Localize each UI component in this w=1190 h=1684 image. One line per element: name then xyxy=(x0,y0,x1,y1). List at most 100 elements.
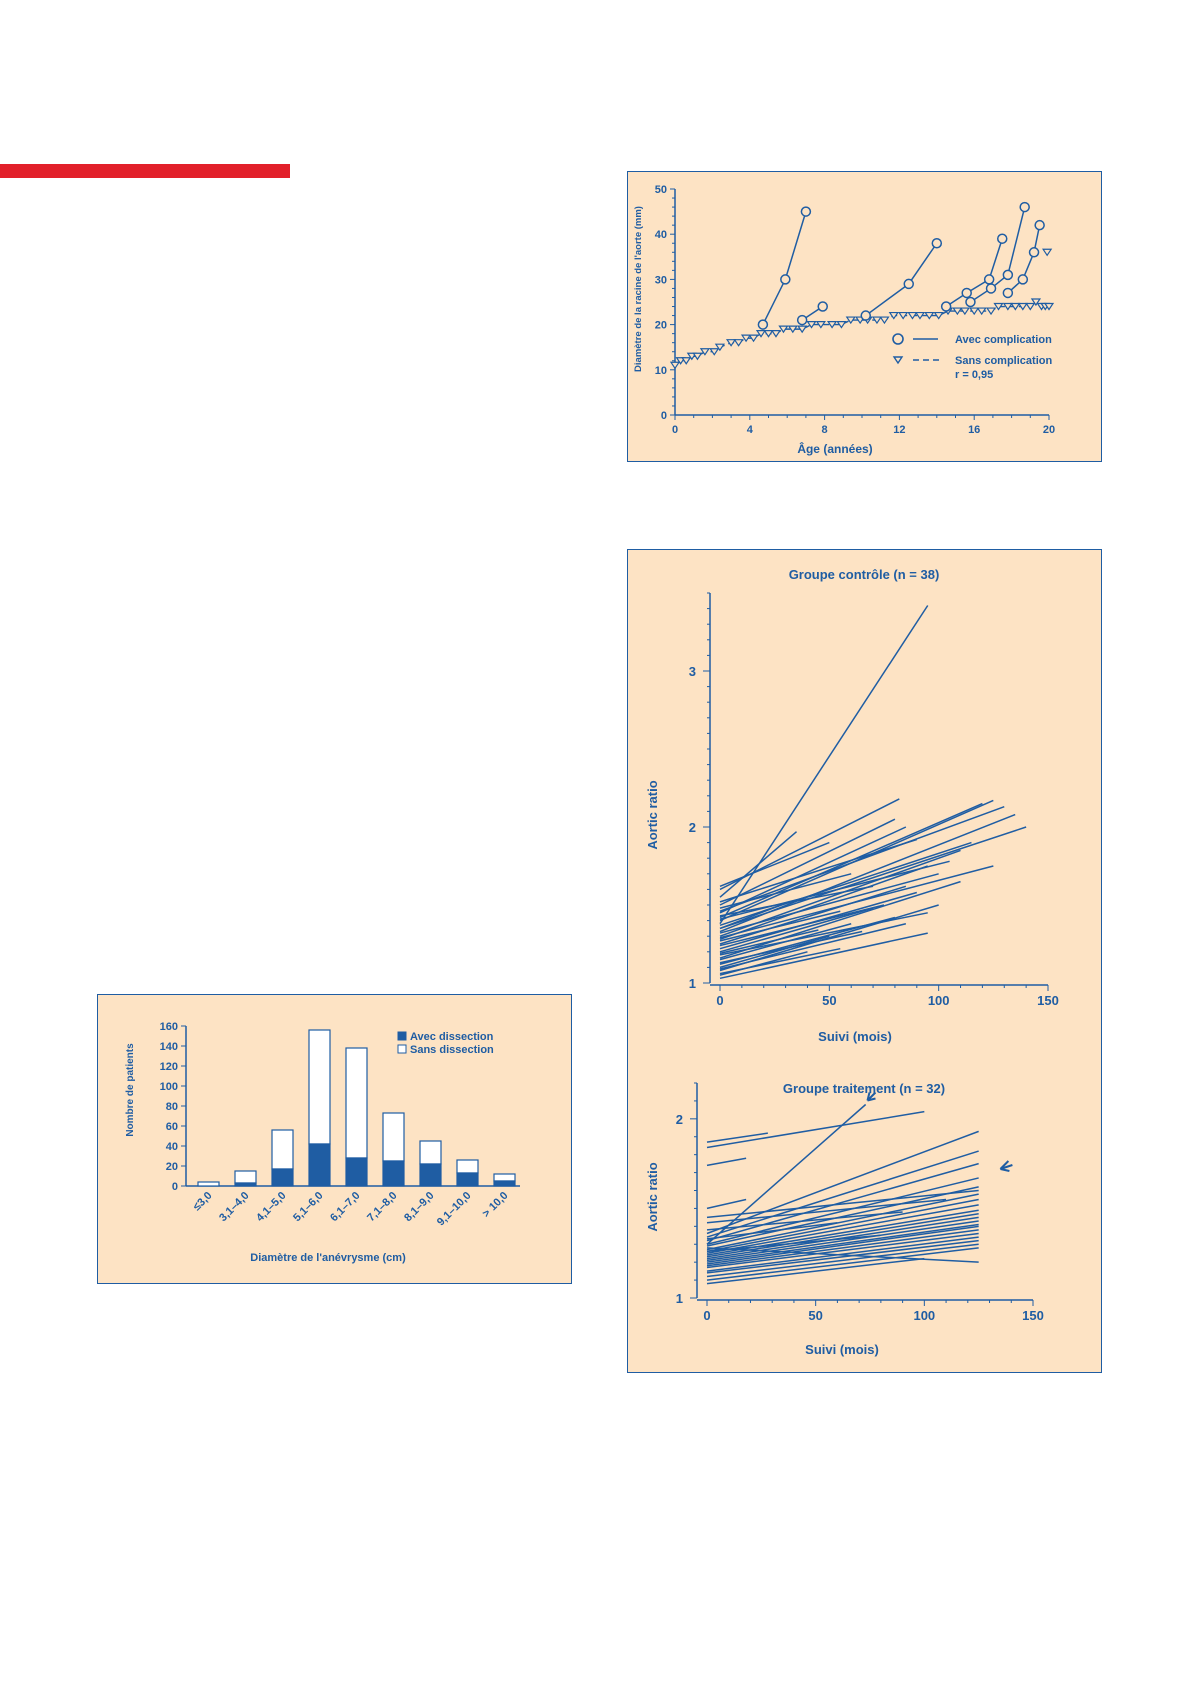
with-complication-point xyxy=(1017,274,1029,285)
age-x-tick-label: 16 xyxy=(968,424,980,436)
treatment-patient-line xyxy=(706,1216,979,1260)
control-patient-line xyxy=(719,838,918,903)
without-complication-point xyxy=(914,311,926,320)
without-complication-point xyxy=(681,357,692,365)
treatment-patient-line xyxy=(706,1234,881,1253)
bar-with-dissection xyxy=(271,1168,294,1187)
treatment-patient-line xyxy=(706,1236,979,1272)
histogram-category-label: 9,1–10,0 xyxy=(435,1190,474,1229)
aneurysm-histogram: 0 20 40 60 80 100 120 140 160 ≤3,0 3,1–4,0 4,1–5,0 5… xyxy=(97,994,572,1284)
with-complication-point xyxy=(997,233,1008,244)
with-complication-line xyxy=(945,238,1003,308)
age-x-tick-label: 12 xyxy=(893,424,905,436)
treatment-patient-line xyxy=(706,1211,903,1231)
control-patient-line xyxy=(719,910,841,942)
without-complication-point xyxy=(725,339,737,347)
control-patient-line xyxy=(719,947,841,975)
with-complication-point xyxy=(931,237,943,249)
control-patient-line xyxy=(719,904,885,947)
age-axes xyxy=(670,188,1050,420)
bar-without-dissection xyxy=(271,1129,294,1170)
control-patient-line xyxy=(719,880,961,959)
treatment-patient-line xyxy=(706,1243,979,1278)
with-complication-point xyxy=(903,278,914,290)
bar-without-dissection xyxy=(197,1181,220,1187)
age-legend: Avec complication Sans complication r = … xyxy=(892,333,1052,381)
with-complication-line xyxy=(970,206,1026,303)
age-diameter-chart: 0 10 20 30 40 50 0 4 8 12 16 20 Âge (années) Diamèt… xyxy=(627,171,1102,462)
control-lines xyxy=(719,605,1027,980)
age-y-tick-label: 30 xyxy=(655,274,667,286)
bar-with-dissection xyxy=(419,1163,442,1187)
without-complication-point xyxy=(797,325,808,334)
histogram-y-tick-label: 140 xyxy=(160,1041,178,1053)
without-complication-point xyxy=(709,348,720,356)
histogram-y-tick-label: 100 xyxy=(160,1081,178,1093)
bar-without-dissection xyxy=(345,1047,368,1159)
without-complication-point xyxy=(969,307,980,316)
bar-without-dissection xyxy=(308,1029,331,1145)
bar-with-dissection xyxy=(234,1182,257,1187)
without-complication-point xyxy=(1010,302,1021,311)
age-x-tick-label: 4 xyxy=(747,424,754,436)
with-complication-point xyxy=(860,310,871,321)
control-patient-line xyxy=(719,873,852,909)
treatment-patient-line xyxy=(706,1232,979,1269)
treatment-arrow-marker xyxy=(866,1091,877,1102)
aneurysm-histogram-svg: 0 20 40 60 80 100 120 140 160 ≤3,0 3,1–4,0 4,1–5,0 5… xyxy=(125,1021,520,1264)
histogram-y-tick-label: 0 xyxy=(172,1181,178,1193)
treatment-patient-line xyxy=(706,1229,979,1267)
without-complication-point xyxy=(985,307,997,316)
age-y-tick-label: 0 xyxy=(661,410,667,422)
histogram-bars xyxy=(197,1029,516,1187)
age-y-tick-label: 50 xyxy=(655,184,667,196)
with-complication-point xyxy=(940,301,952,312)
age-x-axis-label: Âge (années) xyxy=(797,441,872,456)
control-x-tick-label: 0 xyxy=(716,993,723,1008)
histogram-x-axis-label: Diamètre de l'anévrysme (cm) xyxy=(250,1252,406,1264)
without-complication-point xyxy=(1025,302,1036,311)
with-complication-point xyxy=(817,301,828,312)
with-complication-line xyxy=(1007,225,1041,294)
treatment-patient-line xyxy=(706,1162,979,1242)
treatment-x-tick-label: 50 xyxy=(808,1308,822,1323)
age-y-tick-label: 20 xyxy=(655,320,667,332)
without-complication-point xyxy=(993,302,1004,311)
control-patient-line xyxy=(719,922,852,961)
treatment-patient-line xyxy=(706,1189,979,1219)
bar-with-dissection xyxy=(308,1143,331,1187)
without-complication-point xyxy=(1017,302,1028,311)
histogram-category-label: 4,1–5,0 xyxy=(254,1190,288,1224)
control-patient-line xyxy=(719,885,907,945)
legend-with-dissection-label: Avec dissection xyxy=(410,1031,494,1043)
histogram-y-tick-label: 120 xyxy=(160,1061,178,1073)
without-complication-point xyxy=(740,334,752,343)
treatment-patient-line xyxy=(706,1198,747,1210)
treatment-patient-line xyxy=(706,1130,979,1235)
age-diameter-svg: 0 10 20 30 40 50 0 4 8 12 16 20 Âge (années) Diamèt… xyxy=(633,184,1055,456)
without-complication-point xyxy=(1002,302,1013,311)
control-axes xyxy=(703,592,1049,991)
control-y-tick-label: 2 xyxy=(689,820,696,835)
treatment-y-tick-label: 2 xyxy=(676,1112,683,1127)
with-complication-point xyxy=(985,283,997,294)
histogram-category-label: 8,1–9,0 xyxy=(402,1190,436,1224)
age-tick-labels: 0 10 20 30 40 50 0 4 8 12 16 20 xyxy=(655,184,1055,436)
histogram-category-label: 6,1–7,0 xyxy=(328,1190,362,1224)
without-complication-point xyxy=(770,330,782,338)
control-patient-line xyxy=(719,904,782,930)
without-complication-point xyxy=(879,316,890,325)
treatment-tick-labels: 1 2 0 50 100 150 xyxy=(676,1112,1044,1323)
control-patient-line xyxy=(719,860,950,920)
histogram-y-tick-label: 20 xyxy=(166,1161,178,1173)
without-complication-point xyxy=(669,361,681,370)
treatment-patient-line xyxy=(706,1247,979,1263)
without-complication-point xyxy=(787,325,798,334)
histogram-legend: Avec dissection Sans dissection xyxy=(397,1031,494,1056)
age-x-tick-label: 8 xyxy=(822,424,828,436)
without-complication-point xyxy=(733,339,744,347)
without-complication-point xyxy=(976,307,987,316)
without-complication-point xyxy=(815,321,826,329)
bar-without-dissection xyxy=(456,1159,479,1174)
